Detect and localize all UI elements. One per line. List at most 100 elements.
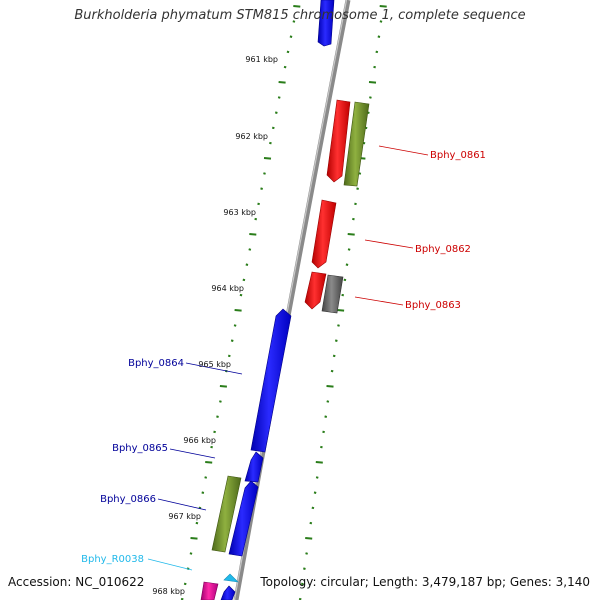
gene-bphy-0866-blue[interactable] <box>228 480 259 557</box>
outer-track-tick <box>300 582 304 586</box>
outer-track-tick <box>313 491 317 494</box>
inner-track-tick <box>245 263 249 266</box>
inner-track-tick <box>289 35 293 38</box>
leader-bphy-0865 <box>169 448 216 459</box>
inner-track-tick <box>286 50 290 54</box>
leader-bphy-r0038 <box>147 558 193 571</box>
outer-track-tick <box>356 187 359 190</box>
outer-track-tick <box>379 20 383 23</box>
leader-bphy-0863 <box>354 296 404 306</box>
gene-magenta-partial[interactable] <box>200 581 219 600</box>
gene-label-bphy-0863[interactable]: Bphy_0863 <box>405 300 461 311</box>
inner-track-tick <box>293 5 301 8</box>
outer-track-tick <box>305 552 308 555</box>
inner-track-tick <box>271 126 275 130</box>
inner-track-tick <box>227 354 231 358</box>
inner-track-tick <box>278 81 286 84</box>
inner-track-tick <box>180 597 184 600</box>
outer-track-tick <box>320 445 323 449</box>
map-title: Burkholderia phymatum STM815 chromosome … <box>74 8 526 23</box>
inner-track-tick <box>277 96 281 99</box>
outer-track-tick <box>347 248 351 251</box>
inner-track-tick <box>205 461 213 464</box>
gene-label-bphy-r0038[interactable]: Bphy_R0038 <box>81 554 144 565</box>
kbp-label-963: 963 kbp <box>223 208 256 217</box>
gene-label-bphy-0864[interactable]: Bphy_0864 <box>128 358 184 369</box>
outer-track-tick <box>315 476 319 479</box>
leader-bphy-0866 <box>157 498 207 511</box>
kbp-label-967: 967 kbp <box>168 512 201 521</box>
inner-track-tick <box>230 339 234 342</box>
gene-bphy-0865[interactable] <box>244 451 264 483</box>
inner-track-tick <box>283 65 287 69</box>
inner-track-tick <box>274 111 278 114</box>
gene-bphy-0860-partial[interactable] <box>317 0 335 47</box>
inner-track-tick <box>219 400 222 403</box>
inner-tick-track <box>180 5 301 600</box>
inner-track-tick <box>183 582 187 586</box>
gene-bphy-0864[interactable] <box>250 308 292 453</box>
gene-bphy-0862[interactable] <box>311 199 337 269</box>
outer-track-tick <box>354 202 357 206</box>
leader-bphy-0862 <box>364 239 414 249</box>
inner-track-tick <box>234 309 242 312</box>
outer-track-tick <box>298 597 302 600</box>
gene-bphy-0863-gray[interactable] <box>321 274 344 314</box>
inner-track-tick <box>248 248 252 251</box>
gene-blue-partial[interactable] <box>220 585 236 600</box>
gene-label-bphy-0862[interactable]: Bphy_0862 <box>415 244 471 255</box>
outer-track-tick <box>337 309 345 312</box>
inner-track-tick <box>204 476 208 479</box>
inner-track-tick <box>263 157 272 160</box>
gene-bphy-0866-olive[interactable] <box>211 475 242 553</box>
outer-track-tick <box>341 293 345 297</box>
leader-bphy-0861 <box>378 145 429 156</box>
kbp-label-964: 964 kbp <box>211 284 244 293</box>
inner-track-tick <box>257 202 260 206</box>
kbp-label-966: 966 kbp <box>183 436 216 445</box>
inner-track-tick <box>213 430 216 434</box>
gene-label-bphy-0865[interactable]: Bphy_0865 <box>112 443 168 454</box>
inner-track-tick <box>263 172 266 175</box>
outer-track-tick <box>326 385 334 388</box>
outer-track-tick <box>345 263 349 266</box>
outer-track-tick <box>377 35 381 38</box>
outer-track-tick <box>368 81 377 84</box>
gene-label-bphy-0861[interactable]: Bphy_0861 <box>430 150 486 161</box>
inner-track-tick <box>216 415 219 418</box>
inner-track-tick <box>190 537 198 540</box>
outer-track-tick <box>337 324 340 327</box>
inner-track-tick <box>233 324 237 327</box>
outer-track-tick <box>303 567 306 570</box>
inner-track-tick <box>239 293 243 297</box>
gene-bphy-0863-red[interactable] <box>304 271 327 310</box>
outer-track-tick <box>373 65 376 69</box>
leader-bphy-0864 <box>185 362 243 375</box>
outer-track-tick <box>375 50 379 54</box>
inner-track-tick <box>189 552 193 555</box>
inner-track-tick <box>260 187 263 190</box>
outer-track-tick <box>330 369 334 373</box>
outer-track-tick <box>343 278 347 282</box>
sequence-summary: Topology: circular; Length: 3,479,187 bp… <box>260 575 590 589</box>
accession-label: Accession: NC_010622 <box>8 575 145 589</box>
outer-track-tick <box>326 400 330 403</box>
outer-track-tick <box>379 5 387 8</box>
outer-track-tick <box>369 96 372 99</box>
gene-bphy-r0038[interactable] <box>223 573 239 583</box>
gene-label-bphy-0866[interactable]: Bphy_0866 <box>100 494 156 505</box>
outer-track-tick <box>315 461 323 464</box>
inner-track-tick <box>210 445 213 449</box>
kbp-label-962: 962 kbp <box>235 132 268 141</box>
kbp-label-961: 961 kbp <box>245 55 278 64</box>
outer-track-tick <box>309 521 313 525</box>
gene-bphy-0861-red[interactable] <box>326 99 351 183</box>
outer-track-tick <box>322 430 325 434</box>
inner-track-tick <box>242 278 246 282</box>
inner-track-tick <box>201 491 205 494</box>
gene-bphy-0861-olive[interactable] <box>343 101 370 187</box>
inner-track-tick <box>269 141 272 145</box>
inner-track-tick <box>254 217 258 221</box>
